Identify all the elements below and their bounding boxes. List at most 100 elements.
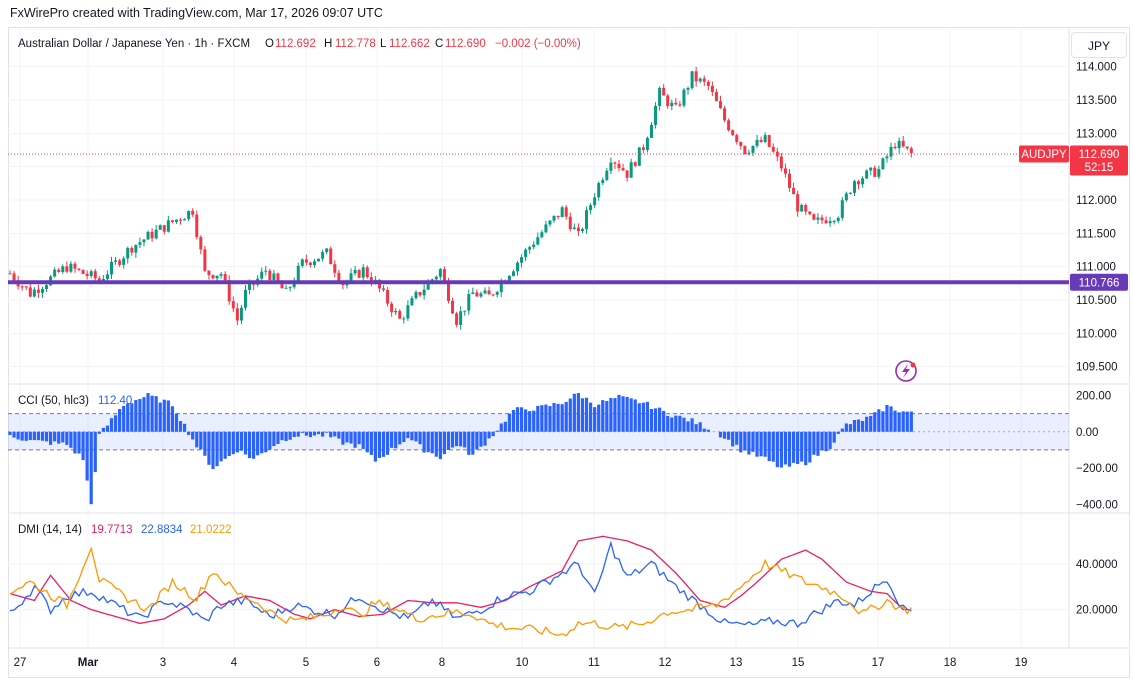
cci-bar bbox=[134, 400, 138, 432]
candle-body bbox=[231, 301, 235, 309]
candle-body bbox=[889, 146, 893, 157]
candle-body bbox=[28, 287, 32, 297]
cci-bar bbox=[670, 417, 674, 432]
candle-body bbox=[77, 268, 81, 270]
candle-body bbox=[317, 258, 321, 262]
cci-bar bbox=[61, 431, 65, 443]
candle-body bbox=[824, 220, 828, 224]
candle-body bbox=[487, 290, 491, 295]
cci-bar bbox=[247, 431, 252, 459]
cci-bar bbox=[77, 431, 81, 454]
candle-body bbox=[674, 102, 678, 105]
candle-body bbox=[491, 294, 495, 296]
candle-body bbox=[767, 135, 771, 147]
cci-bar bbox=[365, 431, 369, 453]
cci-bar bbox=[345, 431, 349, 443]
symbol-tag-label: AUDJPY bbox=[1021, 149, 1067, 161]
cci-bar bbox=[53, 431, 57, 442]
cci-tick-label: −200.00 bbox=[1076, 463, 1118, 475]
candle-body bbox=[138, 242, 142, 245]
candle-body bbox=[365, 267, 369, 278]
cci-bar bbox=[239, 431, 244, 451]
dmi-title: DMI (14, 14) bbox=[18, 524, 82, 536]
candle-body bbox=[507, 275, 511, 282]
candle-body bbox=[20, 286, 24, 288]
price-tick-label: 110.500 bbox=[1076, 295, 1117, 307]
candle-body bbox=[649, 124, 653, 138]
candle-body bbox=[617, 163, 621, 169]
last-price-tag bbox=[1070, 145, 1128, 176]
cci-bar bbox=[337, 431, 341, 439]
cci-bar bbox=[8, 431, 12, 436]
cci-bar bbox=[276, 431, 280, 444]
cci-bar bbox=[666, 415, 670, 432]
cci-bar bbox=[633, 399, 637, 432]
candle-body bbox=[471, 292, 475, 295]
candle-body bbox=[479, 293, 483, 297]
candle-body bbox=[597, 183, 601, 198]
cci-tick-label: 0.00 bbox=[1076, 427, 1098, 439]
candle-body bbox=[174, 219, 178, 222]
legend-h-label: H bbox=[324, 38, 332, 50]
candle-body bbox=[183, 219, 187, 221]
candle-body bbox=[170, 220, 174, 222]
cci-bar bbox=[467, 431, 471, 455]
currency-button[interactable]: JPY bbox=[1071, 32, 1127, 58]
candle-body bbox=[390, 303, 394, 313]
candle-body bbox=[499, 281, 503, 292]
candle-body bbox=[142, 239, 146, 243]
cci-bar bbox=[316, 431, 321, 435]
candle-body bbox=[288, 287, 292, 289]
candle-body bbox=[93, 271, 97, 279]
price-tick-label: 112.000 bbox=[1076, 195, 1117, 207]
cci-bar bbox=[609, 397, 613, 432]
cci-bar bbox=[544, 404, 548, 432]
cci-bar bbox=[130, 403, 134, 432]
cci-bar bbox=[751, 431, 755, 452]
candle-body bbox=[146, 231, 150, 240]
candle-body bbox=[873, 167, 877, 177]
candle-body bbox=[865, 170, 869, 179]
cci-bar bbox=[686, 421, 690, 432]
candle-body bbox=[211, 275, 215, 279]
candle-body bbox=[593, 197, 597, 206]
candle-body bbox=[357, 269, 361, 278]
cci-bar bbox=[138, 398, 142, 432]
cci-bar bbox=[727, 431, 731, 440]
dmi-plus-value: 19.7713 bbox=[91, 524, 133, 536]
cci-bar bbox=[718, 431, 723, 438]
candle-body bbox=[836, 217, 840, 221]
cci-bar bbox=[40, 431, 45, 441]
cci-bar bbox=[20, 431, 24, 441]
candle-body bbox=[483, 290, 487, 294]
candle-body bbox=[268, 270, 272, 281]
cci-bar bbox=[856, 419, 861, 432]
cci-bar bbox=[422, 431, 426, 453]
cci-bar bbox=[122, 405, 126, 432]
cci-bar bbox=[369, 431, 373, 455]
price-tick-label: 111.000 bbox=[1076, 262, 1116, 274]
candle-body bbox=[751, 145, 755, 153]
cci-bar bbox=[881, 411, 885, 432]
candle-body bbox=[53, 269, 57, 277]
candle-body bbox=[451, 300, 455, 314]
cci-bar bbox=[576, 393, 580, 432]
cci-bar bbox=[142, 397, 146, 432]
lightning-icon[interactable] bbox=[895, 360, 917, 382]
cci-tick-label: 200.00 bbox=[1076, 390, 1111, 402]
candle-body bbox=[544, 224, 548, 233]
candle-body bbox=[219, 274, 223, 276]
price-tick-label: 113.000 bbox=[1076, 128, 1117, 140]
price-tick-label: 110.000 bbox=[1076, 328, 1117, 340]
candle-body bbox=[885, 156, 889, 159]
candle-body bbox=[698, 78, 702, 82]
candle-body bbox=[495, 291, 499, 295]
dmi-tick-label: 20.0000 bbox=[1076, 605, 1118, 617]
di-minus-line bbox=[9, 540, 912, 628]
candle-body bbox=[65, 266, 69, 272]
cci-bar bbox=[191, 431, 195, 440]
cci-bar bbox=[771, 431, 775, 462]
cci-bar bbox=[219, 431, 223, 462]
dmi-minus-value: 22.8834 bbox=[141, 524, 183, 536]
